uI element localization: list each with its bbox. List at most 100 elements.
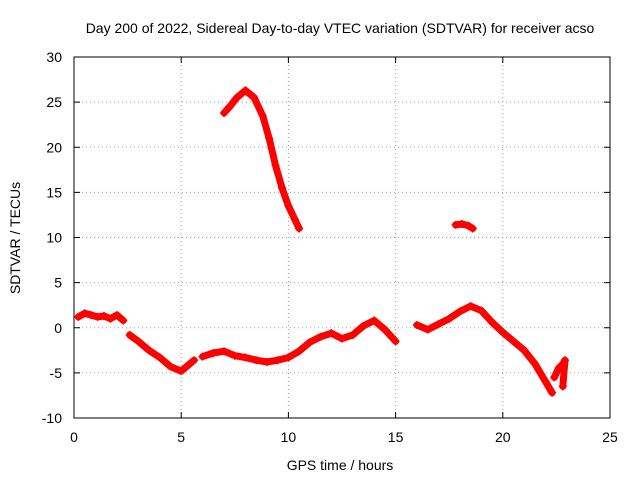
data-point [530, 359, 539, 368]
series-arc-late [550, 356, 569, 391]
series-trace [126, 331, 198, 375]
series-arc-high-2 [451, 219, 477, 233]
data-point [520, 346, 529, 355]
data-point [458, 219, 467, 228]
data-point [265, 134, 274, 143]
series-arc-early-morning [74, 309, 128, 325]
data-point [220, 347, 229, 356]
y-tick-label: 30 [46, 49, 62, 65]
series-trace [220, 86, 303, 232]
data-point [125, 330, 134, 339]
data-point [226, 101, 235, 110]
data-point [230, 351, 239, 360]
y-tick-label: -10 [42, 410, 62, 426]
data-point [305, 338, 314, 347]
y-tick-label: -5 [50, 365, 63, 381]
y-axis-label: SDTVAR / TECUs [7, 182, 23, 294]
data-point [554, 364, 563, 373]
data-point [250, 93, 259, 102]
data-point [209, 349, 218, 358]
data-point [370, 316, 379, 325]
x-tick-label: 15 [388, 429, 404, 445]
data-point [509, 337, 518, 346]
data-point [290, 215, 299, 224]
data-point [550, 373, 559, 382]
data-point [284, 353, 293, 362]
data-point [119, 316, 128, 325]
x-tick-label: 20 [495, 429, 511, 445]
data-point [166, 362, 175, 371]
data-point [262, 358, 271, 367]
data-point [220, 108, 229, 117]
data-point [391, 337, 400, 346]
y-tick-label: 15 [46, 184, 62, 200]
data-point [488, 318, 497, 327]
x-tick-label: 10 [281, 429, 297, 445]
tick-layer [73, 56, 611, 419]
data-point [277, 183, 286, 192]
data-point [87, 311, 96, 320]
data-layer [74, 86, 569, 397]
series-arc-high-1 [220, 86, 304, 233]
data-point [541, 377, 550, 386]
y-tick-label: 10 [46, 230, 62, 246]
data-point [445, 314, 454, 323]
data-point [327, 329, 336, 338]
data-point [241, 86, 250, 95]
series-arc-midday [198, 316, 400, 367]
data-point [423, 325, 432, 334]
data-point [560, 356, 569, 365]
data-point [183, 361, 192, 370]
data-point [338, 334, 346, 343]
x-tick-label: 0 [70, 429, 78, 445]
x-axis-label: GPS time / hours [287, 457, 394, 473]
series-arc-morning-dip [125, 330, 199, 376]
data-point [548, 388, 557, 397]
data-point [477, 306, 486, 315]
data-point [295, 347, 304, 356]
y-tick-label: 25 [46, 94, 62, 110]
data-point [380, 325, 389, 334]
data-point [106, 314, 115, 323]
data-point [80, 309, 89, 318]
x-tick-label: 5 [177, 429, 185, 445]
data-point [252, 356, 261, 365]
data-point [271, 161, 280, 170]
data-point [413, 321, 422, 330]
data-point [468, 224, 477, 233]
data-point [348, 330, 357, 339]
data-point [145, 346, 154, 355]
label-layer: 0 5 10 15 20 25 -10 -5 0 5 10 15 20 25 30 [42, 49, 618, 445]
data-point [273, 356, 282, 365]
data-point [232, 93, 241, 102]
data-point [466, 302, 475, 311]
data-point [241, 353, 250, 362]
x-tick-label: 25 [602, 429, 618, 445]
data-point [284, 201, 293, 210]
grid-layer [74, 57, 610, 418]
series-trace [413, 302, 556, 397]
data-point [434, 320, 443, 329]
data-point [190, 356, 199, 365]
data-point [155, 353, 164, 362]
data-point [455, 307, 464, 316]
data-point [295, 224, 304, 233]
data-point [558, 382, 567, 391]
y-tick-label: 0 [54, 320, 62, 336]
data-point [134, 337, 143, 346]
data-point [316, 332, 325, 341]
data-point [100, 312, 109, 321]
data-point [464, 221, 473, 230]
y-tick-label: 20 [46, 139, 62, 155]
series-arc-evening-lift [413, 302, 557, 397]
data-point [258, 111, 267, 120]
data-point [451, 220, 460, 229]
data-point [74, 312, 83, 321]
data-point [359, 321, 368, 330]
chart-title: Day 200 of 2022, Sidereal Day-to-day VTE… [86, 20, 595, 36]
data-point [112, 311, 121, 320]
y-tick-label: 5 [54, 275, 62, 291]
